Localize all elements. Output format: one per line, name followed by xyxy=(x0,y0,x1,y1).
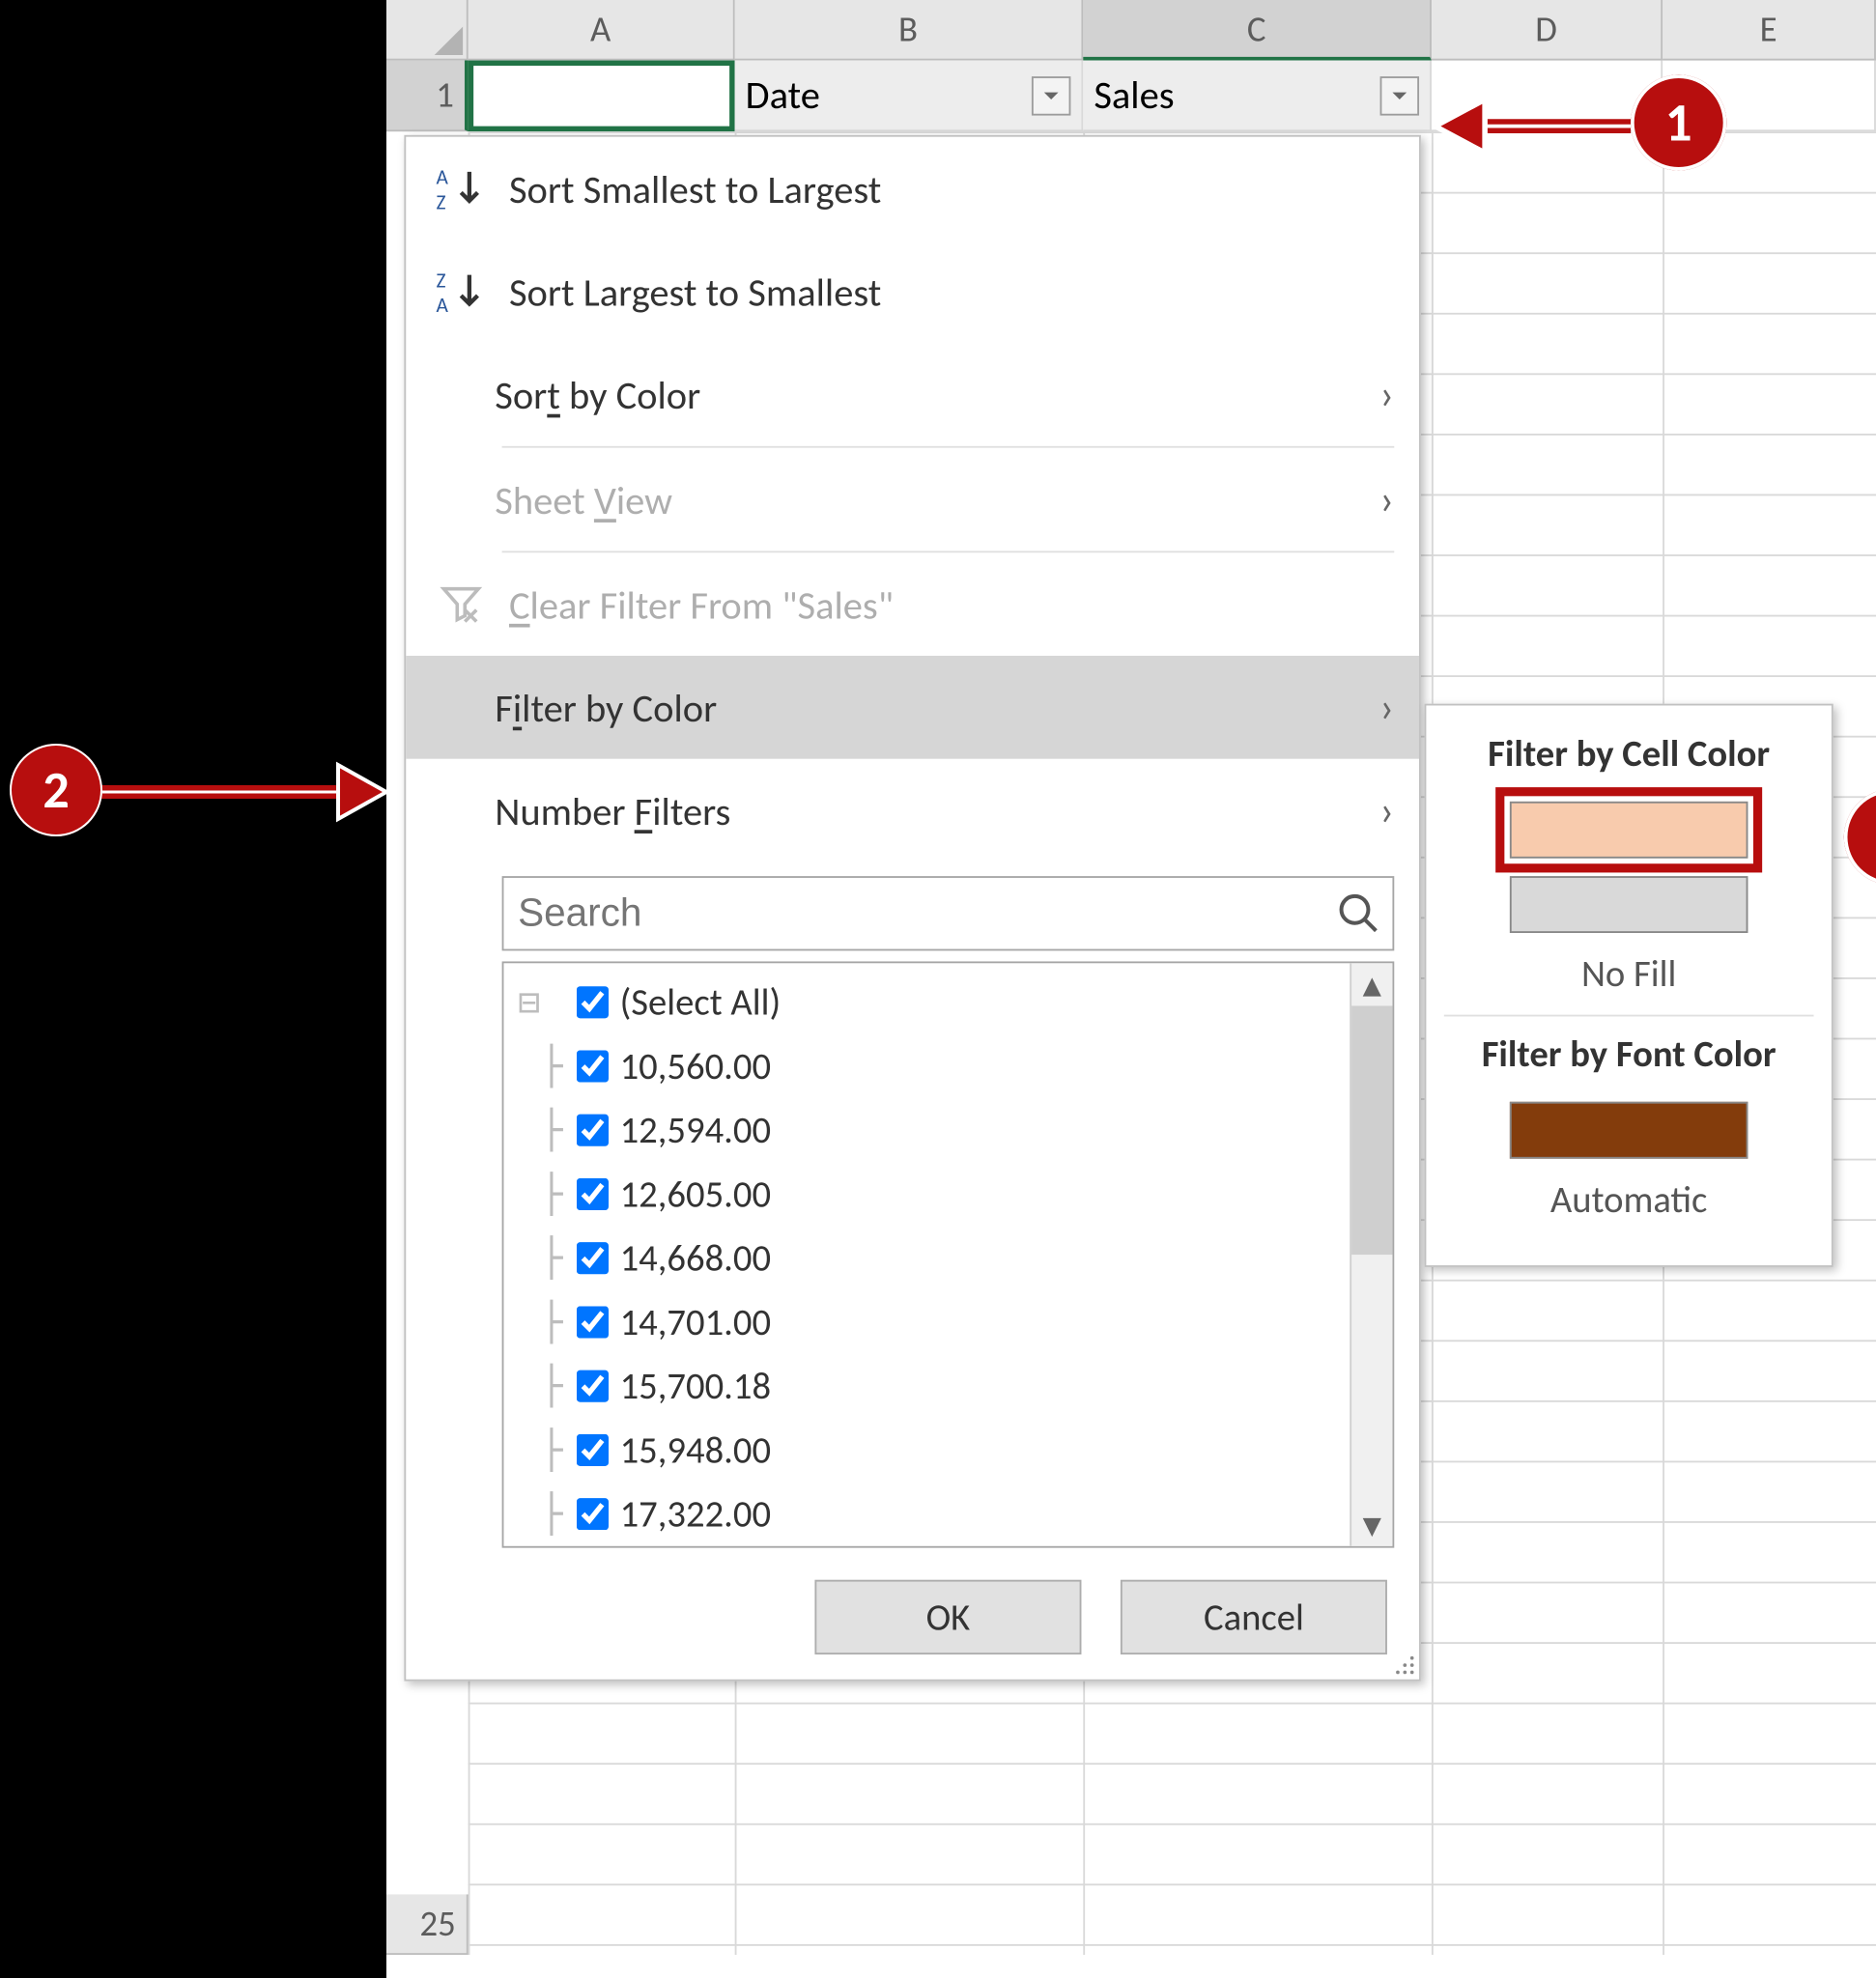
cell-color-heading: Filter by Cell Color xyxy=(1426,723,1832,795)
filter-dropdown-sales[interactable] xyxy=(1380,75,1419,114)
cell-color-swatch-1[interactable] xyxy=(1510,802,1748,859)
cancel-button[interactable]: Cancel xyxy=(1121,1580,1387,1654)
sort-asc-icon: A Z xyxy=(431,163,492,213)
col-header-B[interactable]: B xyxy=(735,0,1084,61)
filter-menu: A Z Sort Smallest to Largest Z A Sort La… xyxy=(404,135,1420,1681)
menu-clear-filter-label: Clear Filter From "Sales" xyxy=(509,580,894,629)
cell-C1[interactable]: Sales xyxy=(1083,61,1432,132)
font-color-heading: Filter by Font Color xyxy=(1426,1024,1832,1095)
callout-arrow-1 xyxy=(1435,78,1631,174)
chk-select-all[interactable]: ⊟ (Select All) xyxy=(518,971,1379,1034)
automatic-option[interactable]: Automatic xyxy=(1426,1176,1832,1223)
chk-item[interactable]: ├15,700.18 xyxy=(518,1354,1379,1418)
menu-sheet-view-label: Sheet View xyxy=(495,475,672,523)
clear-filter-icon xyxy=(431,581,492,628)
svg-text:Z: Z xyxy=(437,268,446,293)
excel-window: A B C D E 1 Date Sales xyxy=(386,0,1876,1978)
search-icon xyxy=(1336,890,1382,937)
col-header-A[interactable]: A xyxy=(469,0,735,61)
ok-button[interactable]: OK xyxy=(814,1580,1081,1654)
sort-desc-icon: Z A xyxy=(431,267,492,317)
filter-dropdown-date[interactable] xyxy=(1032,75,1070,114)
chk-item[interactable]: ├15,948.00 xyxy=(518,1418,1379,1482)
column-header-row: A B C D E xyxy=(386,0,1876,61)
no-fill-option[interactable]: No Fill xyxy=(1426,950,1832,997)
row-header-1[interactable]: 1 xyxy=(386,61,469,132)
filter-values-list[interactable]: ⊟ (Select All) ├10,560.00 ├12,594.00 ├12… xyxy=(502,961,1395,1547)
chk-item[interactable]: ├10,560.00 xyxy=(518,1034,1379,1098)
scroll-up-icon[interactable]: ▴ xyxy=(1351,963,1392,1005)
filter-by-color-submenu: Filter by Cell Color No Fill Filter by F… xyxy=(1425,704,1833,1267)
menu-sort-desc[interactable]: Z A Sort Largest to Smallest xyxy=(406,240,1419,343)
cell-color-swatch-2[interactable] xyxy=(1510,876,1748,933)
cell-C1-text: Sales xyxy=(1094,71,1174,120)
chk-item[interactable]: ├17,322.00 xyxy=(518,1483,1379,1546)
svg-text:A: A xyxy=(437,165,449,190)
callout-arrow-2 xyxy=(77,744,386,840)
menu-filter-by-color-label: Filter by Color xyxy=(495,683,717,731)
svg-text:Z: Z xyxy=(437,190,446,213)
menu-sort-asc-label: Sort Smallest to Largest xyxy=(509,164,881,212)
menu-number-filters[interactable]: Number Filters › xyxy=(406,759,1419,862)
col-header-D[interactable]: D xyxy=(1432,0,1663,61)
col-header-C[interactable]: C xyxy=(1083,0,1432,61)
menu-number-filters-label: Number Filters xyxy=(495,786,730,834)
cell-B1[interactable]: Date xyxy=(735,61,1084,132)
chevron-right-icon: › xyxy=(1379,682,1394,733)
svg-text:A: A xyxy=(437,293,449,316)
menu-sort-asc[interactable]: A Z Sort Smallest to Largest xyxy=(406,137,1419,240)
select-all-corner[interactable] xyxy=(386,0,469,61)
menu-clear-filter: Clear Filter From "Sales" xyxy=(406,552,1419,656)
chevron-right-icon: › xyxy=(1379,784,1394,835)
menu-sheet-view: Sheet View › xyxy=(406,448,1419,551)
menu-filter-by-color[interactable]: Filter by Color › xyxy=(406,656,1419,759)
chevron-right-icon: › xyxy=(1379,369,1394,420)
scroll-down-icon[interactable]: ▾ xyxy=(1351,1504,1392,1546)
resize-grip-icon[interactable] xyxy=(1391,1651,1416,1676)
font-color-swatch-1[interactable] xyxy=(1510,1102,1748,1159)
filter-search[interactable] xyxy=(502,876,1395,950)
row-header-25[interactable]: 25 xyxy=(386,1894,469,1955)
chevron-right-icon: › xyxy=(1379,473,1394,524)
chk-item[interactable]: ├14,701.00 xyxy=(518,1290,1379,1354)
cell-A1[interactable] xyxy=(469,61,735,132)
filter-search-input[interactable] xyxy=(514,889,1335,939)
menu-sort-desc-label: Sort Largest to Smallest xyxy=(509,268,881,316)
checklist-scrollbar[interactable]: ▴ ▾ xyxy=(1350,963,1392,1546)
chk-select-all-label: (Select All) xyxy=(620,979,782,1026)
col-header-E[interactable]: E xyxy=(1663,0,1876,61)
menu-sort-by-color-label: Sort by Color xyxy=(495,371,700,419)
chk-item[interactable]: ├12,594.00 xyxy=(518,1098,1379,1162)
menu-sort-by-color[interactable]: Sort by Color › xyxy=(406,343,1419,446)
cell-B1-text: Date xyxy=(746,71,820,120)
scroll-thumb[interactable] xyxy=(1351,1005,1392,1255)
chk-item[interactable]: ├14,668.00 xyxy=(518,1227,1379,1290)
callout-2: 2 xyxy=(10,744,102,836)
chk-item[interactable]: ├12,605.00 xyxy=(518,1162,1379,1226)
callout-1: 1 xyxy=(1631,74,1726,170)
